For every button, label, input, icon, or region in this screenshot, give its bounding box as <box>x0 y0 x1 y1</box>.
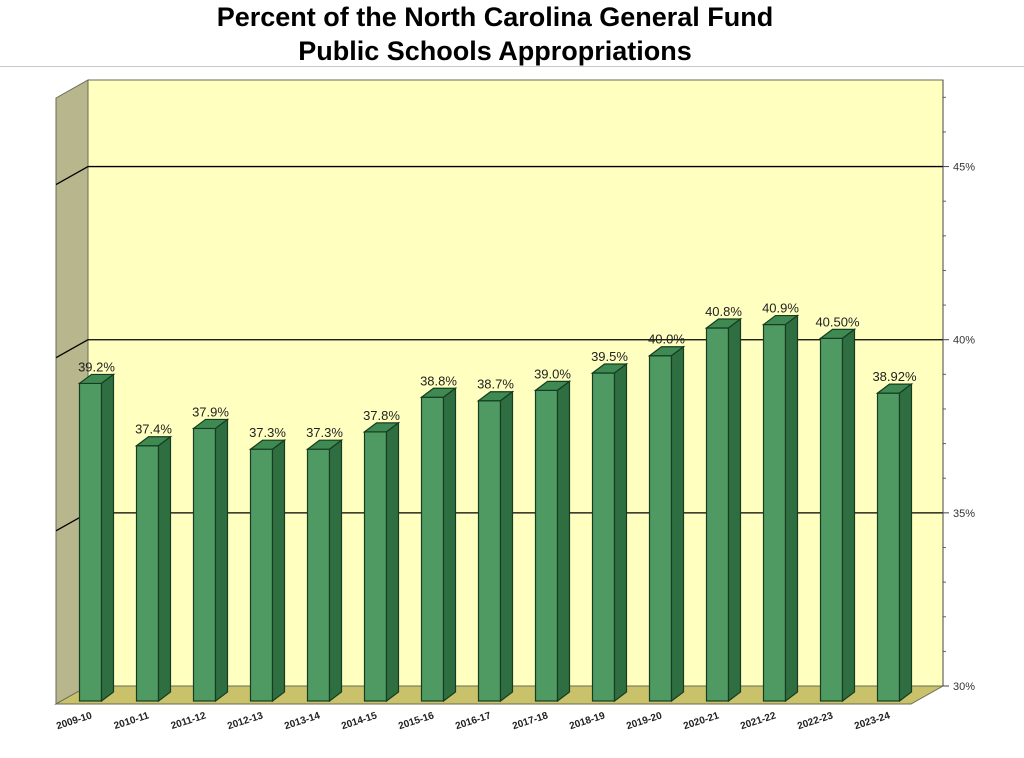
bar <box>705 327 730 702</box>
bar <box>420 396 445 702</box>
bar <box>135 445 160 702</box>
bar-side <box>670 345 685 703</box>
data-label: 40.50% <box>815 314 860 329</box>
bar <box>534 389 559 702</box>
gridline-side <box>55 339 89 359</box>
data-label: 38.7% <box>477 377 514 392</box>
bar-side <box>442 387 457 703</box>
bar <box>306 448 331 702</box>
bar <box>249 448 274 702</box>
x-tick-label: 2010-11 <box>113 710 151 732</box>
bar-side <box>385 421 400 703</box>
x-tick-label: 2019-20 <box>625 710 664 732</box>
chart-title-line-2: Public Schools Appropriations <box>298 36 692 66</box>
data-label: 39.5% <box>591 349 628 364</box>
bar-side <box>898 382 913 703</box>
bar-side <box>841 328 856 703</box>
y-tick-label: 40% <box>953 335 975 347</box>
title-divider <box>0 66 1024 67</box>
gridline-side <box>55 166 89 186</box>
x-tick-label: 2017-18 <box>511 710 550 732</box>
bar <box>819 337 844 702</box>
bar-side <box>157 435 172 703</box>
x-tick-label: 2009-10 <box>55 710 94 732</box>
bar <box>591 372 616 702</box>
chart-back-wall <box>87 79 944 687</box>
x-tick-label: 2014-15 <box>340 710 379 732</box>
bar-side <box>214 418 229 703</box>
bar <box>78 382 103 702</box>
data-label: 39.0% <box>534 366 571 381</box>
x-tick-label: 2011-12 <box>170 710 208 732</box>
bar <box>762 323 787 702</box>
data-label: 40.0% <box>648 332 685 347</box>
bar-side <box>271 439 286 703</box>
x-tick-label: 2018-19 <box>568 710 607 732</box>
y-tick-label: 35% <box>953 508 975 520</box>
x-tick-label: 2020-21 <box>682 710 721 732</box>
x-tick-label: 2023-24 <box>853 710 892 732</box>
bar <box>876 392 901 702</box>
x-tick-label: 2012-13 <box>226 710 265 732</box>
x-tick-label: 2016-17 <box>454 710 493 732</box>
bar <box>648 355 673 702</box>
data-label: 38.92% <box>872 369 917 384</box>
data-label: 37.9% <box>192 404 229 419</box>
data-label: 37.8% <box>363 408 400 423</box>
chart-title-line-1: Percent of the North Carolina General Fu… <box>216 2 774 32</box>
data-label: 40.9% <box>762 301 799 316</box>
y-tick-label: 45% <box>953 162 975 174</box>
data-label: 38.8% <box>420 373 457 388</box>
x-tick-label: 2022-23 <box>796 710 835 732</box>
bar-side <box>556 380 571 703</box>
x-tick-label: 2013-14 <box>283 710 322 732</box>
bar-side <box>100 373 115 703</box>
chart-title: Percent of the North Carolina General Fu… <box>0 0 990 68</box>
x-tick-label: 2015-16 <box>397 710 436 732</box>
bar-side <box>784 314 799 703</box>
data-label: 40.8% <box>705 304 742 319</box>
bar <box>477 400 502 702</box>
bar-side <box>328 439 343 703</box>
data-label: 37.3% <box>249 425 286 440</box>
data-label: 37.3% <box>306 425 343 440</box>
data-label: 37.4% <box>135 422 172 437</box>
bar-side <box>499 390 514 703</box>
x-tick-label: 2021-22 <box>739 710 778 732</box>
bar-side <box>727 317 742 703</box>
y-tick-label: 30% <box>953 681 975 693</box>
bar-side <box>613 362 628 703</box>
bar <box>363 431 388 702</box>
data-label: 39.2% <box>78 359 115 374</box>
bar <box>192 427 217 702</box>
